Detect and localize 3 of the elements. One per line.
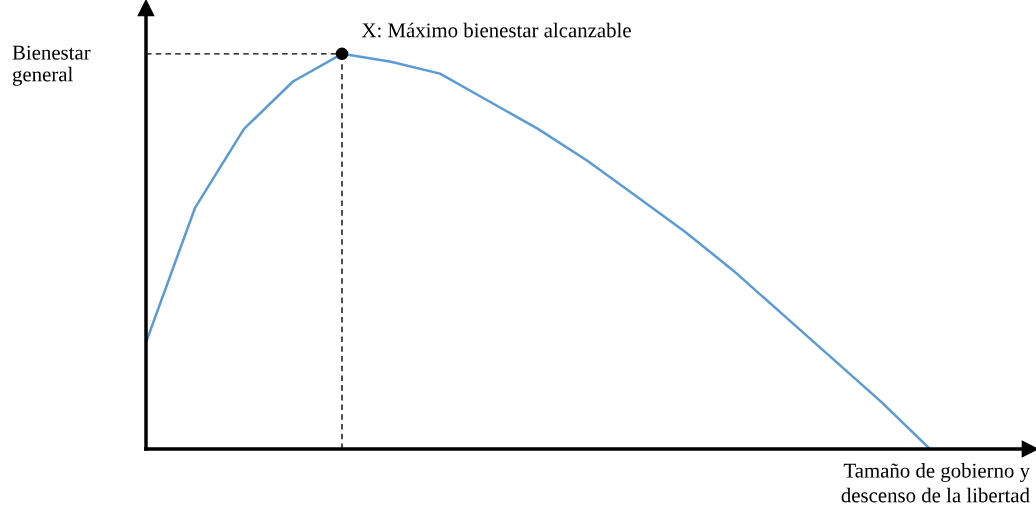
y-axis-title: Bienestar general	[12, 45, 91, 86]
x-axis-title: Tamaño de gobierno y descenso de la libertad	[841, 463, 1030, 503]
text: X: Máximo bienestar alcanzable	[361, 22, 631, 38]
